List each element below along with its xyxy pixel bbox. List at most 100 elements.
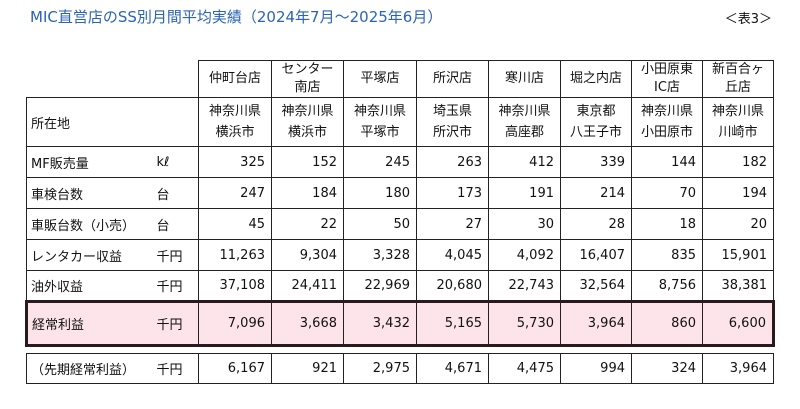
row-label: MF販売量 [26,146,155,178]
table-row: 油外収益 千円 37,108 24,411 22,969 20,680 22,743 32,5… [26,270,774,302]
table-cell: 180 [343,177,417,209]
table-cell: 3,964 [702,353,774,384]
row-unit: 千円 [154,300,199,347]
row-unit: 千円 [154,270,199,302]
table-cell: 921 [271,353,344,384]
table-cell: 173 [416,177,489,209]
store-location: 東京都 八王子市 [560,97,632,147]
header-row: 仲町台店 センター 南店 平塚店 所沢店 寒川店 堀之内店 小田原東 IC店 新百合… [27,60,774,98]
table-cell: 339 [560,146,632,178]
table-cell: 22,969 [343,270,417,302]
page-title: MIC直営店のSS別月間平均実績（2024年7月～2025年6月） [30,8,443,26]
data-rows: MF販売量 kℓ 325 152 245 263 412 339 144 182 車検台数台 247 1… [26,146,774,302]
row-label: 車検台数 [26,177,155,209]
table-cell: 28 [560,208,632,240]
table-cell: 7,096 [198,300,272,347]
row-label: レンタカー収益 [26,239,155,271]
store-header: センター 南店 [271,60,344,98]
table-cell: 214 [560,177,632,209]
row-label: （先期経常利益） [26,353,155,384]
table-cell: 30 [488,208,561,240]
store-location: 神奈川県 平塚市 [343,97,417,147]
table-cell: 994 [560,353,632,384]
table-cell: 325 [198,146,272,178]
table-cell: 3,328 [343,239,417,271]
table-row: 車検台数台 247 184 180 173 191 214 70 194 [26,177,774,209]
store-location: 神奈川県 小田原市 [631,97,703,147]
store-header: 新百合ヶ 丘店 [702,60,774,98]
row-unit: 千円 [154,353,199,384]
store-header: 小田原東 IC店 [631,60,703,98]
table-cell: 5,730 [488,300,561,347]
table-cell: 182 [702,146,774,178]
table-cell: 152 [271,146,344,178]
store-header: 仲町台店 [198,60,272,98]
row-unit: kℓ [154,146,199,178]
table-row: 車販台数（小売）台 45 22 50 27 30 28 18 20 [26,208,774,240]
row-label: 油外収益 [26,270,155,302]
performance-table: 仲町台店 センター 南店 平塚店 所沢店 寒川店 堀之内店 小田原東 IC店 新百合… [25,60,775,384]
table-cell: 16,407 [560,239,632,271]
location-label: 所在地 [26,97,199,147]
table-row: レンタカー収益 千円 11,263 9,304 3,328 4,045 4,092 16,40… [26,239,774,271]
store-location: 神奈川県 横浜市 [198,97,272,147]
table-cell: 412 [488,146,561,178]
location-row: 所在地 神奈川県 横浜市 神奈川県 横浜市 神奈川県 平塚市 埼玉県 所沢市 神奈川県高… [26,97,774,147]
table-cell: 6,167 [198,353,272,384]
table-reference: ＜表3＞ [724,12,772,27]
table-cell: 20 [702,208,774,240]
table-cell: 835 [631,239,703,271]
table-cell: 144 [631,146,703,178]
store-header: 所沢店 [416,60,489,98]
table-cell: 24,411 [271,270,344,302]
store-header: 堀之内店 [560,60,632,98]
table-cell: 324 [631,353,703,384]
table-cell: 4,475 [488,353,561,384]
table-cell: 263 [416,146,489,178]
table-cell: 15,901 [702,239,774,271]
table-cell: 3,432 [343,300,417,347]
table-cell: 860 [631,300,703,347]
store-location: 神奈川県 横浜市 [271,97,344,147]
store-header: 寒川店 [488,60,561,98]
table-cell: 9,304 [271,239,344,271]
table-cell: 2,975 [343,353,417,384]
store-location: 神奈川県 高座郡 [488,97,561,147]
table-cell: 45 [198,208,272,240]
table-cell: 22 [271,208,344,240]
table-cell: 4,092 [488,239,561,271]
table-cell: 184 [271,177,344,209]
store-location: 神奈川県 川崎市 [702,97,774,147]
previous-profit-row: （先期経常利益） 千円 6,167 921 2,975 4,671 4,475 … [26,353,774,384]
row-label: 車販台数（小売） [26,208,155,240]
table-cell: 37,108 [198,270,272,302]
row-label: 経常利益 [25,300,155,347]
table-cell: 8,756 [631,270,703,302]
row-unit: 台 [154,208,199,240]
row-unit: 千円 [154,239,199,271]
table-cell: 70 [631,177,703,209]
table-cell: 4,045 [416,239,489,271]
table-cell: 38,381 [702,270,774,302]
table-cell: 245 [343,146,417,178]
table-cell: 27 [416,208,489,240]
table-cell: 247 [198,177,272,209]
table-row: MF販売量 kℓ 325 152 245 263 412 339 144 182 [26,146,774,178]
table-cell: 5,165 [416,300,489,347]
table-cell: 191 [488,177,561,209]
table-cell: 20,680 [416,270,489,302]
table-cell: 11,263 [198,239,272,271]
table-cell: 22,743 [488,270,561,302]
store-location: 埼玉県 所沢市 [416,97,489,147]
table-cell: 3,668 [271,300,344,347]
table-cell: 32,564 [560,270,632,302]
ordinary-profit-row: 経常利益 千円 7,096 3,668 3,432 5,165 5,730 3,… [25,300,775,347]
store-header: 平塚店 [343,60,417,98]
table-cell: 194 [702,177,774,209]
table-cell: 6,600 [702,300,775,347]
table-cell: 4,671 [416,353,489,384]
table-cell: 18 [631,208,703,240]
table-cell: 3,964 [560,300,632,347]
row-unit: 台 [154,177,199,209]
table-cell: 50 [343,208,417,240]
